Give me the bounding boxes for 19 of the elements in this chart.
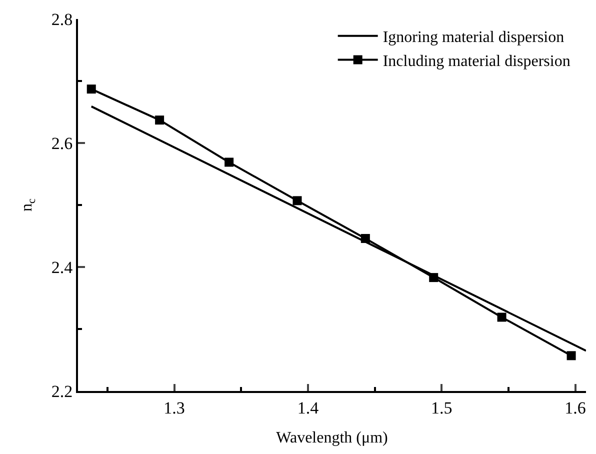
point xyxy=(155,116,164,125)
point xyxy=(360,234,370,243)
x-axis-title: Wavelength (μm) xyxy=(276,430,388,447)
point xyxy=(429,273,438,282)
y-tick-label: 2.6 xyxy=(51,134,73,153)
legend-label: Including material dispersion xyxy=(382,52,570,70)
y-tick-label: 2.8 xyxy=(51,10,73,29)
point xyxy=(224,158,234,167)
y-tick-label: 2.4 xyxy=(51,258,74,277)
point xyxy=(566,351,576,360)
x-tick-label: 1.4 xyxy=(297,398,320,418)
legend-label: Ignoring material dispersion xyxy=(382,29,564,46)
x-tick-label: 1.6 xyxy=(564,398,586,418)
y-tick-label: 2.2 xyxy=(51,382,73,401)
point xyxy=(497,312,506,322)
x-tick-label: 1.5 xyxy=(430,398,452,418)
point xyxy=(292,196,302,206)
x-tick-label: 1.3 xyxy=(164,398,185,418)
point xyxy=(86,84,96,94)
